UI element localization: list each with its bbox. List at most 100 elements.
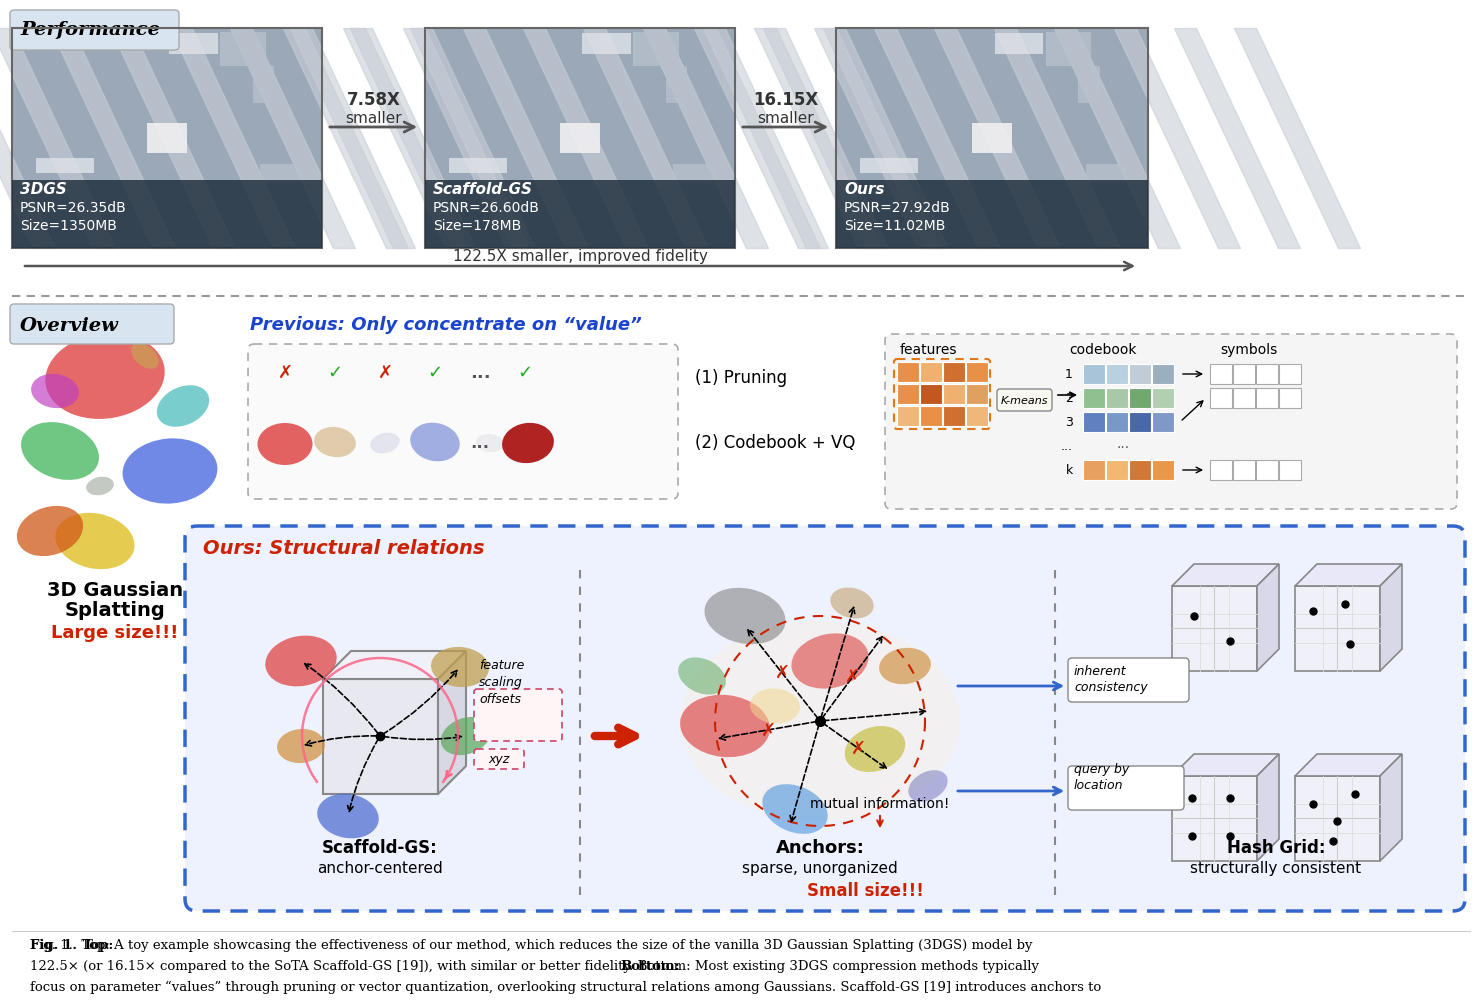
Polygon shape xyxy=(1172,564,1279,586)
Bar xyxy=(972,123,1012,153)
Ellipse shape xyxy=(157,385,209,427)
Text: ✗: ✗ xyxy=(845,668,860,686)
Text: Hash Grid:: Hash Grid: xyxy=(1227,839,1325,857)
Ellipse shape xyxy=(55,513,135,569)
Bar xyxy=(836,28,1149,248)
Bar xyxy=(943,406,965,426)
Bar xyxy=(836,180,1149,248)
Bar xyxy=(860,158,919,173)
Text: anchor-centered: anchor-centered xyxy=(317,861,443,876)
Ellipse shape xyxy=(21,422,99,480)
Bar xyxy=(966,406,988,426)
Bar xyxy=(1172,586,1257,671)
Text: feature
scaling
offsets: feature scaling offsets xyxy=(479,659,525,706)
Ellipse shape xyxy=(370,433,400,454)
Ellipse shape xyxy=(750,688,800,723)
Polygon shape xyxy=(1257,564,1279,671)
Text: Size=178MB: Size=178MB xyxy=(433,219,522,233)
Text: 7.58X: 7.58X xyxy=(347,91,400,109)
Bar xyxy=(1295,776,1380,861)
Ellipse shape xyxy=(762,785,827,834)
Text: Splatting: Splatting xyxy=(65,601,166,620)
Text: mutual information!: mutual information! xyxy=(811,797,950,811)
Text: ✓: ✓ xyxy=(517,364,532,382)
Text: codebook: codebook xyxy=(1069,343,1137,357)
Text: k: k xyxy=(1066,464,1073,477)
Ellipse shape xyxy=(680,621,960,821)
Bar xyxy=(1233,364,1255,384)
Bar xyxy=(943,362,965,382)
Text: (2) Codebook + VQ: (2) Codebook + VQ xyxy=(695,434,855,452)
Bar xyxy=(425,180,735,248)
Ellipse shape xyxy=(431,647,489,687)
Text: ...: ... xyxy=(1116,437,1129,451)
Bar xyxy=(1129,388,1152,408)
FancyBboxPatch shape xyxy=(1069,658,1189,702)
Text: 122.5X smaller, improved fidelity: 122.5X smaller, improved fidelity xyxy=(452,249,707,264)
FancyBboxPatch shape xyxy=(247,344,677,499)
Text: PSNR=27.92dB: PSNR=27.92dB xyxy=(845,201,951,215)
Bar xyxy=(1079,66,1100,102)
Text: query by
location: query by location xyxy=(1074,763,1129,792)
Text: Overview: Overview xyxy=(19,317,119,335)
Bar xyxy=(1046,32,1091,66)
Bar xyxy=(1257,460,1277,480)
Bar xyxy=(259,163,301,182)
Text: sparse, unorganized: sparse, unorganized xyxy=(742,861,898,876)
Text: inherent
consistency: inherent consistency xyxy=(1074,665,1147,694)
Text: structurally consistent: structurally consistent xyxy=(1190,861,1362,876)
Bar xyxy=(897,384,919,404)
Text: ✗: ✗ xyxy=(378,364,393,382)
Ellipse shape xyxy=(879,648,931,684)
Ellipse shape xyxy=(265,635,336,686)
Text: 16.15X: 16.15X xyxy=(753,91,818,109)
Text: smaller: smaller xyxy=(757,111,814,126)
Text: Large size!!!: Large size!!! xyxy=(52,624,179,642)
Ellipse shape xyxy=(314,427,356,457)
Ellipse shape xyxy=(317,794,379,839)
Bar xyxy=(994,33,1043,54)
Text: smaller: smaller xyxy=(345,111,402,126)
Bar xyxy=(1106,364,1128,384)
Text: ✗: ✗ xyxy=(277,364,292,382)
Bar xyxy=(1209,388,1232,408)
Text: Size=11.02MB: Size=11.02MB xyxy=(845,219,946,233)
Bar xyxy=(966,384,988,404)
Polygon shape xyxy=(323,651,465,679)
Text: 2: 2 xyxy=(1066,392,1073,405)
Bar xyxy=(1295,586,1380,671)
Ellipse shape xyxy=(132,343,159,369)
Text: 1: 1 xyxy=(1066,368,1073,381)
Ellipse shape xyxy=(791,633,868,688)
Bar xyxy=(12,28,322,248)
Ellipse shape xyxy=(476,434,504,452)
Bar xyxy=(1083,364,1106,384)
Text: 3D Gaussian: 3D Gaussian xyxy=(47,581,184,600)
Bar xyxy=(12,180,322,248)
Text: Small size!!!: Small size!!! xyxy=(806,882,923,900)
Text: ✓: ✓ xyxy=(328,364,342,382)
Ellipse shape xyxy=(679,657,726,694)
Text: Bottom:: Bottom: xyxy=(619,960,680,973)
Bar xyxy=(1083,388,1106,408)
Ellipse shape xyxy=(277,728,325,764)
Ellipse shape xyxy=(411,423,459,461)
Text: ✗: ✗ xyxy=(760,722,775,740)
Bar xyxy=(36,158,93,173)
Bar xyxy=(1106,412,1128,432)
Bar xyxy=(966,362,988,382)
Polygon shape xyxy=(1295,564,1402,586)
Bar xyxy=(147,123,187,153)
Bar xyxy=(221,32,265,66)
Ellipse shape xyxy=(16,506,83,556)
Bar xyxy=(665,66,686,102)
Text: PSNR=26.60dB: PSNR=26.60dB xyxy=(433,201,539,215)
Bar xyxy=(1279,388,1301,408)
Ellipse shape xyxy=(680,694,769,758)
FancyBboxPatch shape xyxy=(10,10,179,50)
Text: 3DGS: 3DGS xyxy=(19,182,67,197)
Text: Scaffold-GS: Scaffold-GS xyxy=(433,182,534,197)
Text: Scaffold-GS:: Scaffold-GS: xyxy=(322,839,437,857)
Ellipse shape xyxy=(46,333,165,419)
Bar xyxy=(560,123,600,153)
